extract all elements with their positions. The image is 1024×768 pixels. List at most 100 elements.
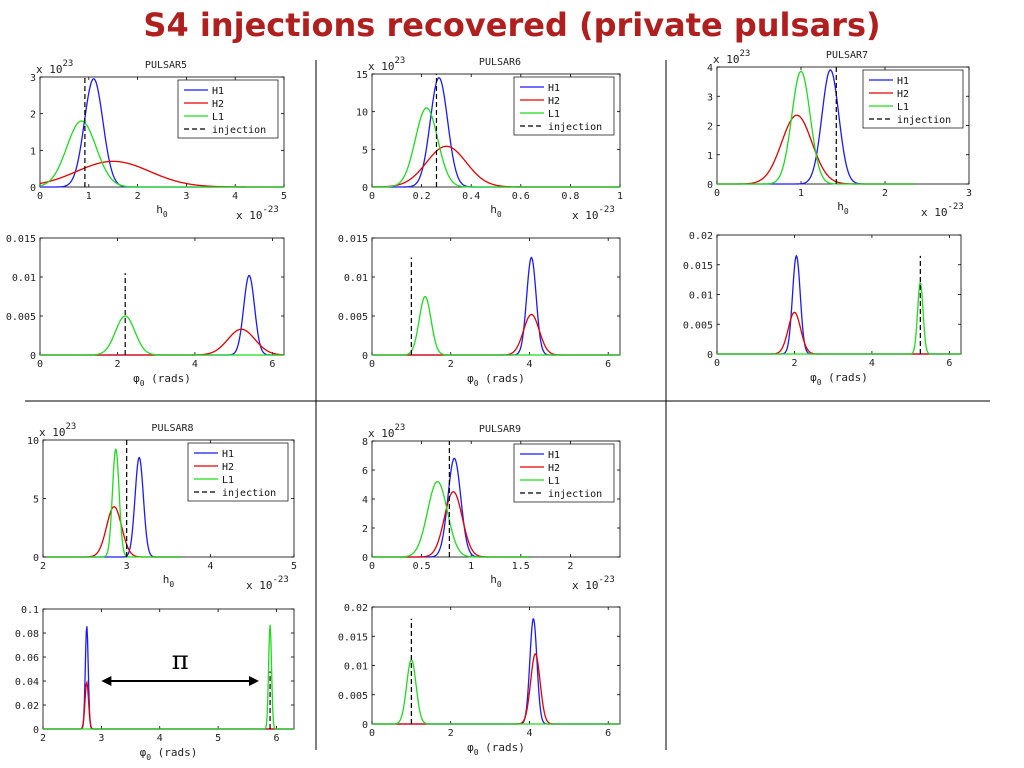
pi-arrow-head-left bbox=[101, 676, 112, 686]
y-tick-label: 0.1 bbox=[21, 605, 39, 616]
y-tick-label: 2 bbox=[362, 524, 368, 535]
axes-frame bbox=[39, 237, 285, 356]
x-tick-label: 6 bbox=[269, 359, 275, 370]
series-l1-line bbox=[372, 480, 531, 558]
legend-label-l1: L1 bbox=[897, 102, 909, 113]
y-tick-label: 0.01 bbox=[12, 273, 36, 284]
y-multiplier: x 1023 bbox=[368, 423, 405, 440]
y-tick-label: 0.005 bbox=[338, 691, 368, 702]
y-tick-label: 15 bbox=[356, 70, 368, 81]
x-axis-label: h0 bbox=[490, 573, 502, 589]
x-tick-label: 1 bbox=[617, 191, 623, 202]
series-l1-line bbox=[717, 281, 961, 355]
legend-label-h1: H1 bbox=[548, 450, 560, 461]
legend-label-injection: injection bbox=[222, 488, 276, 499]
x-tick-label: 1 bbox=[468, 561, 474, 572]
x-tick-label: 0 bbox=[37, 359, 43, 370]
y-tick-label: 0.005 bbox=[6, 312, 36, 323]
x-tick-label: 2 bbox=[882, 188, 888, 199]
chart-p8-h0: 2 3 4 5 0 5 10 PULSAR8 h0 x 1023 x 10-23 H1 H2 L1 inje… bbox=[27, 422, 297, 592]
legend-label-h2: H2 bbox=[212, 99, 224, 110]
legend-label-l1: L1 bbox=[222, 475, 234, 486]
x-tick-label: 6 bbox=[605, 359, 611, 370]
x-tick-label: 2 bbox=[791, 358, 797, 369]
x-tick-label: 0.2 bbox=[413, 191, 431, 202]
chart-title: PULSAR6 bbox=[479, 57, 521, 68]
legend-label-h1: H1 bbox=[222, 449, 234, 460]
x-tick-label: 5 bbox=[215, 733, 221, 744]
x-axis-label: φ0 (rads) bbox=[467, 372, 525, 388]
y-tick-label: 0 bbox=[362, 553, 368, 564]
x-tick-label: 5 bbox=[291, 561, 297, 572]
legend-label-h1: H1 bbox=[897, 76, 909, 87]
y-tick-label: 0 bbox=[33, 553, 39, 564]
x-tick-label: 0.8 bbox=[561, 191, 579, 202]
x-tick-label: 0 bbox=[714, 188, 720, 199]
y-tick-label: 0.08 bbox=[15, 629, 39, 640]
x-tick-label: 0 bbox=[37, 191, 43, 202]
y-tick-label: 0.02 bbox=[15, 701, 39, 712]
y-tick-label: 5 bbox=[362, 145, 368, 156]
x-axis-label: h0 bbox=[163, 573, 175, 589]
series-l1-line bbox=[717, 70, 915, 185]
x-tick-label: 1.5 bbox=[512, 561, 530, 572]
chart-p5-h0: 0 1 2 3 4 5 0 1 2 3 PULSAR5 h0 x 1023 x 10-23 H1 H2 L1 in… bbox=[30, 59, 287, 222]
y-tick-label: 0 bbox=[362, 351, 368, 362]
legend-label-injection: injection bbox=[212, 125, 266, 136]
x-tick-label: 6 bbox=[273, 733, 279, 744]
x-tick-label: 0 bbox=[369, 359, 375, 370]
x-axis-label: h0 bbox=[156, 203, 168, 219]
y-multiplier: x 1023 bbox=[368, 56, 405, 73]
y-tick-label: 0.015 bbox=[338, 632, 368, 643]
y-tick-label: 1 bbox=[707, 151, 713, 162]
pi-label: π bbox=[172, 646, 189, 676]
x-tick-label: 4 bbox=[157, 733, 163, 744]
x-tick-label: 2 bbox=[448, 359, 454, 370]
x-axis-label: φ0 (rads) bbox=[467, 741, 525, 757]
y-tick-label: 0 bbox=[33, 725, 39, 736]
legend-label-h2: H2 bbox=[222, 462, 234, 473]
x-tick-label: 3 bbox=[98, 733, 104, 744]
x-tick-label: 1 bbox=[86, 191, 92, 202]
chart-p6-phi: 0 2 4 6 0 0.005 0.01 0.015 φ0 (rads) bbox=[338, 234, 621, 388]
legend-label-h2: H2 bbox=[548, 463, 560, 474]
chart-p9-phi: 0 2 4 6 0 0.005 0.01 0.015 0.02 φ0 (rads) bbox=[338, 603, 621, 757]
y-tick-label: 4 bbox=[362, 495, 368, 506]
y-tick-label: 3 bbox=[30, 73, 36, 84]
legend-label-injection: injection bbox=[548, 489, 602, 500]
x-tick-label: 3 bbox=[183, 191, 189, 202]
x-tick-label: 4 bbox=[526, 728, 532, 739]
x-axis-label: φ0 (rads) bbox=[810, 371, 868, 387]
y-tick-label: 6 bbox=[362, 466, 368, 477]
x-tick-label: 4 bbox=[869, 358, 875, 369]
chart-title: PULSAR9 bbox=[479, 424, 521, 435]
x-tick-label: 2 bbox=[135, 191, 141, 202]
legend-label-h1: H1 bbox=[212, 86, 224, 97]
x-tick-label: 3 bbox=[966, 188, 972, 199]
x-tick-label: 0 bbox=[369, 561, 375, 572]
legend-label-h1: H1 bbox=[548, 83, 560, 94]
plots-layer: 0 1 2 3 4 5 0 1 2 3 PULSAR5 h0 x 1023 x 10-23 H1 H2 L1 in… bbox=[6, 49, 972, 762]
axes-frame bbox=[371, 237, 621, 356]
x-tick-label: 4 bbox=[192, 359, 198, 370]
y-multiplier: x 1023 bbox=[36, 59, 73, 76]
x-tick-label: 5 bbox=[281, 191, 287, 202]
y-tick-label: 8 bbox=[362, 437, 368, 448]
x-axis-label: h0 bbox=[490, 203, 502, 219]
x-tick-label: 0 bbox=[369, 191, 375, 202]
axes-frame bbox=[42, 608, 295, 730]
x-multiplier: x 10-23 bbox=[246, 575, 289, 592]
x-tick-label: 4 bbox=[207, 561, 213, 572]
x-tick-label: 2 bbox=[114, 359, 120, 370]
x-multiplier: x 10-23 bbox=[236, 205, 279, 222]
series-l1-line bbox=[372, 295, 620, 356]
legend-label-l1: L1 bbox=[548, 476, 560, 487]
x-tick-label: 0 bbox=[714, 358, 720, 369]
y-tick-label: 0.06 bbox=[15, 653, 39, 664]
legend-label-h2: H2 bbox=[548, 96, 560, 107]
y-tick-label: 2 bbox=[30, 110, 36, 121]
y-tick-label: 0.01 bbox=[344, 273, 368, 284]
series-l1-line bbox=[40, 315, 284, 356]
legend-label-h2: H2 bbox=[897, 89, 909, 100]
